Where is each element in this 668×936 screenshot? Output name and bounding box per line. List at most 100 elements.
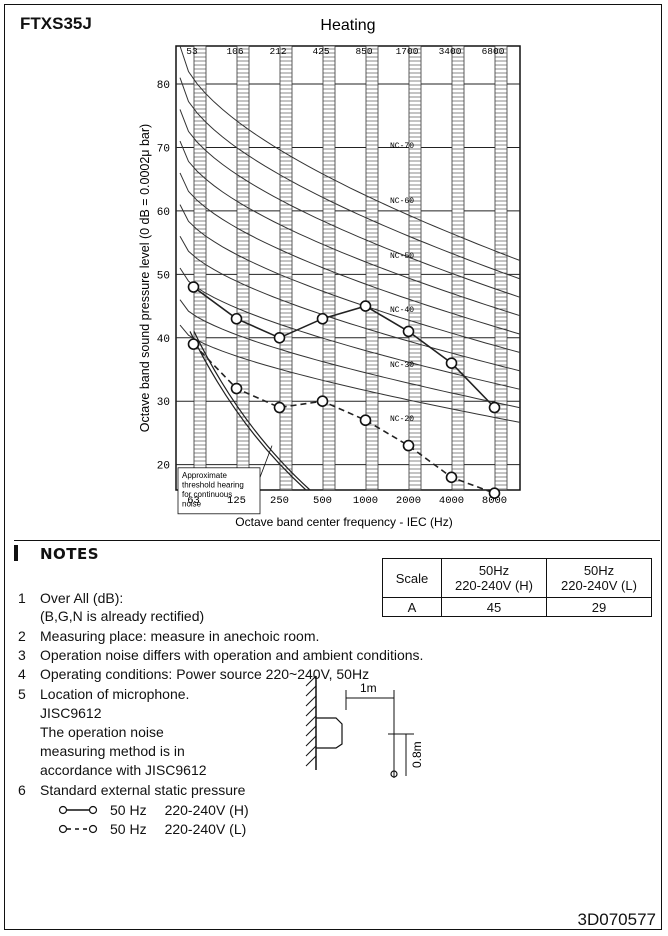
series-l-point bbox=[359, 414, 372, 427]
y-tick-label: 70 bbox=[157, 143, 170, 155]
note-6: Standard external static pressure bbox=[40, 782, 246, 798]
scale-value: A bbox=[382, 597, 442, 617]
top-tick-label: 106 bbox=[226, 46, 243, 57]
chart-hatched-bands bbox=[193, 45, 508, 491]
hatched-band bbox=[193, 45, 207, 491]
y-tick-label: 20 bbox=[157, 461, 170, 473]
y-tick-label: 80 bbox=[157, 80, 170, 92]
series-l-point bbox=[488, 487, 501, 499]
nc-label: NC-40 bbox=[390, 306, 414, 315]
scale-header: Scale bbox=[382, 558, 442, 598]
series-l-point bbox=[445, 471, 458, 484]
nc-label: NC-20 bbox=[390, 415, 414, 424]
scale-header-h: 50Hz 220-240V (H) bbox=[441, 558, 547, 598]
plot-frame bbox=[175, 45, 521, 491]
threshold-note-line: noise bbox=[182, 499, 202, 508]
nc-curve bbox=[179, 172, 521, 335]
distance-horizontal-label: 1m bbox=[360, 681, 377, 695]
nc-curve bbox=[179, 324, 521, 423]
top-tick-label: 3400 bbox=[439, 46, 462, 57]
threshold-note-line: Approximate bbox=[182, 471, 227, 480]
legend-l-voltage: 220-240V (L) bbox=[164, 821, 247, 837]
nc-curve bbox=[179, 299, 521, 409]
nc-label: NC-60 bbox=[390, 197, 414, 206]
note-num: 3 bbox=[18, 647, 26, 663]
threshold-note-box bbox=[177, 467, 261, 515]
hatched-band bbox=[451, 45, 465, 491]
notes-marker bbox=[14, 545, 18, 561]
x-axis-label: Octave band center frequency - IEC (Hz) bbox=[235, 515, 452, 529]
legend-row-l: 50 Hz 220-240V (L) bbox=[58, 819, 246, 839]
y-tick-label: 40 bbox=[157, 334, 170, 346]
series-l-point bbox=[230, 382, 243, 395]
series-h-point bbox=[359, 300, 372, 312]
series-h-point bbox=[316, 312, 329, 325]
top-tick-label: 53 bbox=[186, 46, 198, 57]
note-3: Operation noise differs with operation a… bbox=[40, 647, 424, 663]
note-num: 5 bbox=[18, 686, 26, 702]
nc-curve bbox=[179, 77, 521, 280]
y-tick-label: 50 bbox=[157, 270, 170, 282]
x-tick-label: 4000 bbox=[439, 495, 464, 507]
series-h-line bbox=[193, 286, 496, 409]
nc-label: NC-70 bbox=[390, 142, 414, 151]
nc-curve bbox=[179, 267, 521, 390]
y-axis-label: Octave band sound pressure level (0 dB =… bbox=[138, 124, 152, 432]
notes-title: NOTES bbox=[40, 545, 100, 563]
note-num: 4 bbox=[18, 666, 26, 682]
distance-vertical-label: 0.8m bbox=[410, 741, 424, 768]
noise-chart: 20 30 40 50 60 70 80 53 106 212 425 850 1700 3400 6800… bbox=[138, 17, 521, 529]
note-1-line-2: (B,G,N is already rectified) bbox=[40, 608, 205, 624]
threshold-note-line: for continuous bbox=[182, 490, 232, 499]
overall-db-h: 45 bbox=[441, 597, 547, 617]
model-name: FTXS35J bbox=[20, 14, 92, 33]
note-1-line-1: Over All (dB): bbox=[40, 590, 124, 606]
x-tick-label: 500 bbox=[313, 495, 332, 507]
nc-curve bbox=[179, 109, 521, 298]
note-5-line-4: measuring method is in bbox=[40, 743, 185, 759]
nc-curve bbox=[179, 204, 521, 353]
note-4: Operating conditions: Power source 220~2… bbox=[40, 666, 370, 682]
band-outline bbox=[451, 45, 465, 491]
microphone-diagram: 1m 0.8m bbox=[305, 675, 424, 778]
x-tick-label: 125 bbox=[227, 495, 246, 507]
nc-curve bbox=[179, 140, 521, 317]
hatched-band bbox=[236, 45, 250, 491]
note-num: 1 bbox=[18, 590, 26, 606]
overall-db-l: 29 bbox=[546, 597, 652, 617]
band-outline bbox=[193, 45, 207, 491]
nc-curves bbox=[179, 45, 521, 423]
y-tick-label: 30 bbox=[157, 397, 170, 409]
note-5-line-2: JISC9612 bbox=[40, 705, 102, 721]
series-h-point bbox=[445, 357, 458, 369]
scale-header-l: 50Hz 220-240V (L) bbox=[546, 558, 652, 598]
legend-row-h: 50 Hz 220-240V (H) bbox=[58, 800, 249, 820]
legend-h-voltage: 220-240V (H) bbox=[164, 802, 249, 818]
nc-curve bbox=[179, 236, 521, 372]
x-tick-label: 2000 bbox=[396, 495, 421, 507]
hatched-band bbox=[494, 45, 508, 491]
x-tick-label: 63 bbox=[187, 495, 200, 507]
hatched-band bbox=[365, 45, 379, 491]
top-tick-label: 1700 bbox=[396, 46, 419, 57]
note-num: 2 bbox=[18, 628, 26, 644]
series-l-point bbox=[273, 401, 286, 414]
series-l-point bbox=[402, 439, 415, 452]
threshold-curve bbox=[189, 331, 307, 491]
threshold-pointer bbox=[259, 445, 273, 478]
top-tick-label: 850 bbox=[355, 46, 372, 57]
note-2: Measuring place: measure in anechoic roo… bbox=[40, 628, 320, 644]
note-5-line-3: The operation noise bbox=[40, 724, 164, 740]
chart-title: Heating bbox=[320, 17, 375, 34]
band-outline bbox=[236, 45, 250, 491]
nc-curve bbox=[179, 45, 521, 261]
x-tick-label: 1000 bbox=[353, 495, 378, 507]
note-num: 6 bbox=[18, 782, 26, 798]
chart-labels: 20 30 40 50 60 70 80 53 106 212 425 850 1700 3400 6800… bbox=[138, 17, 507, 529]
threshold-note-line: threshold hearing bbox=[182, 480, 244, 489]
series-h-point bbox=[273, 331, 286, 344]
series-l-point bbox=[187, 338, 200, 350]
series-h-point bbox=[402, 325, 415, 338]
top-tick-label: 212 bbox=[269, 46, 286, 57]
threshold-curves bbox=[177, 331, 311, 515]
